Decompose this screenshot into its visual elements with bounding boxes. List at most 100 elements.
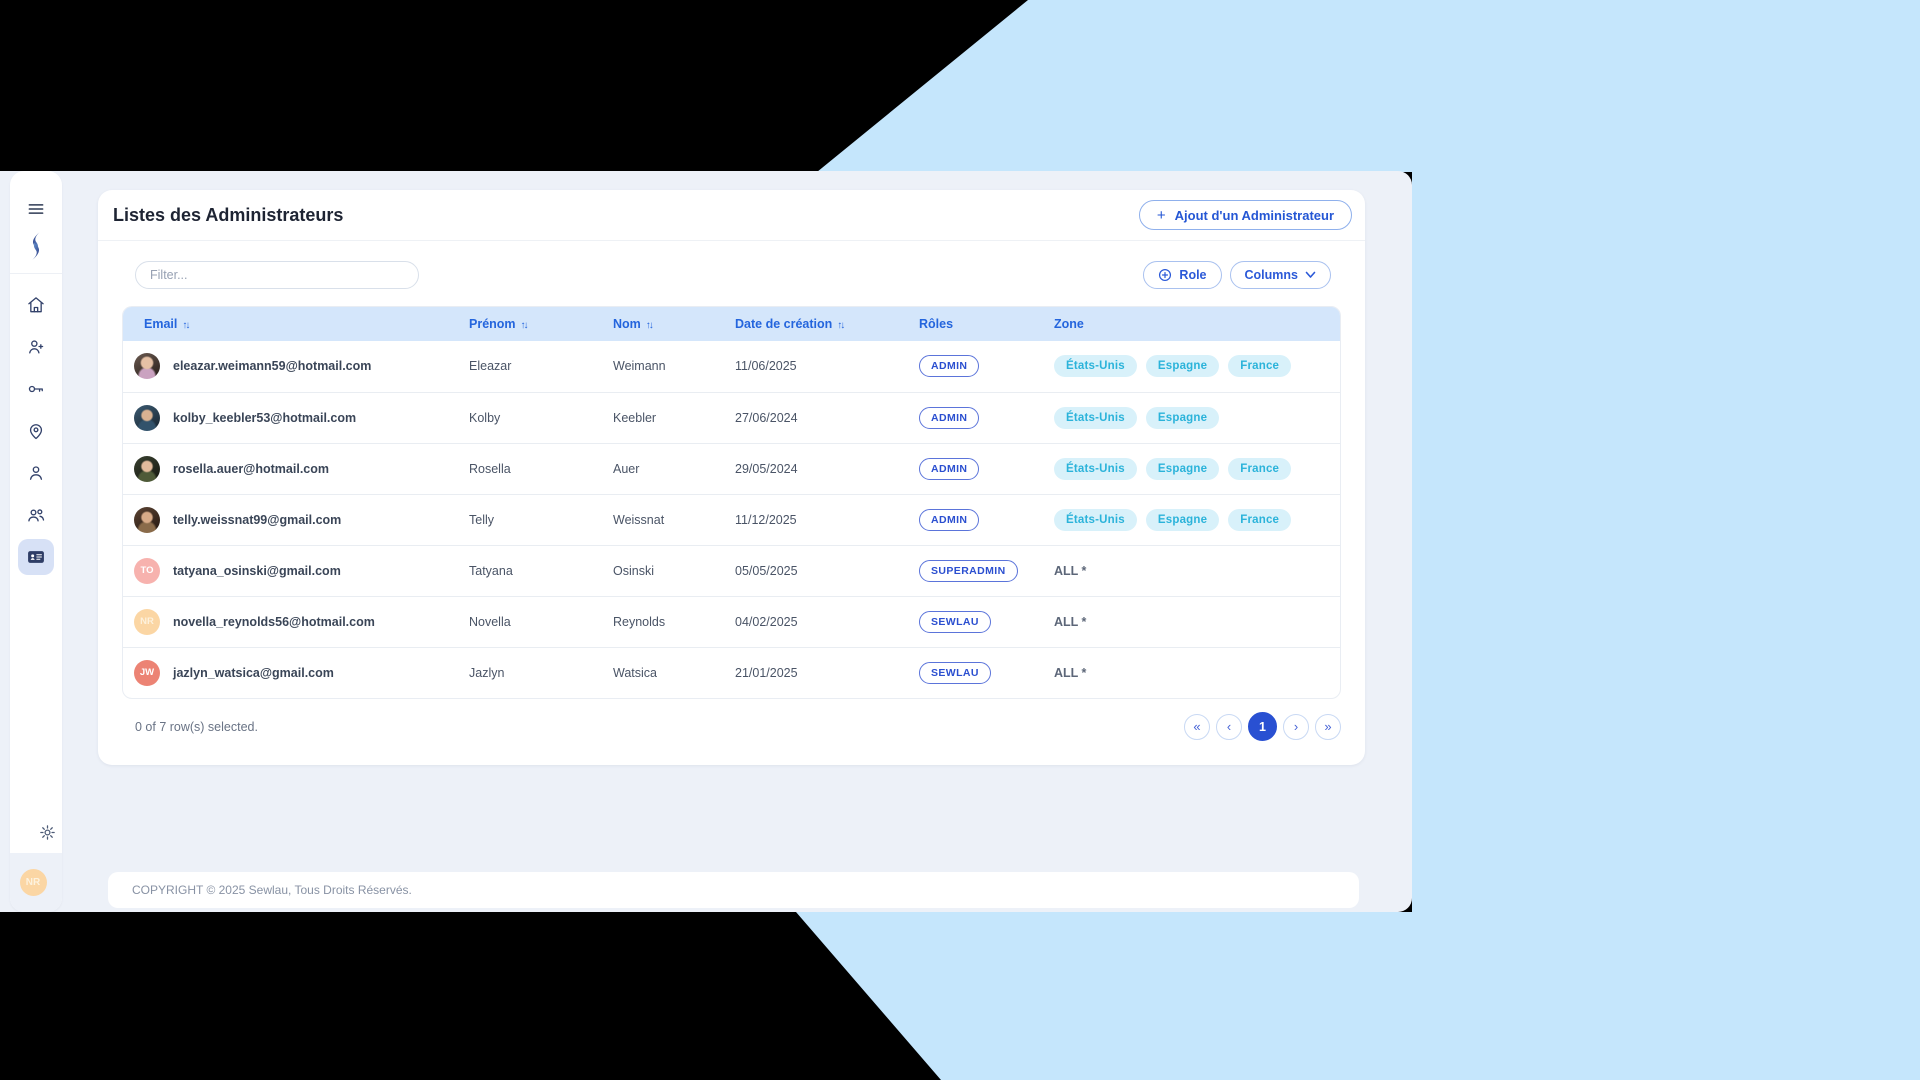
role-filter-label: Role bbox=[1179, 268, 1207, 282]
table-body: eleazar.weimann59@hotmail.com Eleazar We… bbox=[123, 341, 1340, 698]
zone-badge: États-Unis bbox=[1054, 406, 1137, 429]
menu-icon[interactable] bbox=[18, 197, 54, 221]
sidebar-item-profile[interactable] bbox=[18, 455, 54, 491]
table-row[interactable]: kolby_keebler53@hotmail.com Kolby Keeble… bbox=[123, 392, 1340, 444]
zone-all-label: ALL * bbox=[1054, 665, 1087, 680]
sidebar-item-add-user[interactable] bbox=[18, 329, 54, 365]
plus-circle-icon bbox=[1159, 268, 1172, 282]
sidebar-item-locations[interactable] bbox=[18, 413, 54, 449]
zone-all-label: ALL * bbox=[1054, 563, 1087, 578]
card-header: Listes des Administrateurs + Ajout d'un … bbox=[98, 190, 1365, 241]
nom-cell: Watsica bbox=[613, 665, 657, 680]
pagination-page-1[interactable]: 1 bbox=[1248, 712, 1277, 741]
zone-badge: Espagne bbox=[1145, 508, 1220, 531]
role-badge: ADMIN bbox=[919, 355, 980, 378]
prenom-cell: Eleazar bbox=[459, 341, 603, 393]
zone-cell: ALL * bbox=[1044, 596, 1340, 648]
column-header-pr-nom[interactable]: Prénom ↑↓ bbox=[459, 307, 603, 341]
role-filter-button[interactable]: Role bbox=[1143, 261, 1222, 289]
user-plus-icon bbox=[29, 340, 44, 354]
email-cell: novella_reynolds56@hotmail.com bbox=[173, 614, 375, 629]
pagination-last-button[interactable]: » bbox=[1315, 713, 1341, 740]
avatar-photo bbox=[134, 353, 160, 380]
filter-input[interactable] bbox=[135, 261, 419, 289]
sidebar: NR bbox=[10, 171, 62, 912]
zone-badge: Espagne bbox=[1145, 457, 1220, 480]
pagination-first-button[interactable]: « bbox=[1184, 713, 1210, 740]
zone-badge: France bbox=[1228, 457, 1292, 480]
column-header-nom[interactable]: Nom ↑↓ bbox=[603, 307, 725, 341]
sidebar-divider bbox=[10, 273, 62, 274]
avatar-photo bbox=[134, 506, 160, 533]
avatar-initials: TO bbox=[134, 557, 160, 584]
sort-icon[interactable]: ↑↓ bbox=[182, 320, 190, 331]
zone-badge: Espagne bbox=[1145, 355, 1220, 378]
sidebar-item-home[interactable] bbox=[18, 287, 54, 323]
add-admin-button[interactable]: + Ajout d'un Administrateur bbox=[1138, 200, 1352, 230]
zone-cell: États-Unis Espagne France bbox=[1044, 443, 1340, 495]
admin-table: Email ↑↓ Prénom ↑↓ Nom ↑↓ Date de création ↑↓ Rô… bbox=[122, 306, 1341, 699]
sidebar-item-teams[interactable] bbox=[18, 497, 54, 533]
page-title: Listes des Administrateurs bbox=[113, 204, 344, 225]
table-row[interactable]: NR novella_reynolds56@hotmail.com Novell… bbox=[123, 596, 1340, 648]
prenom-cell: Tatyana bbox=[459, 545, 603, 597]
email-cell: jazlyn_watsica@gmail.com bbox=[173, 665, 334, 680]
email-cell: rosella.auer@hotmail.com bbox=[173, 461, 329, 476]
column-header-email[interactable]: Email ↑↓ bbox=[123, 307, 459, 341]
avatar-photo bbox=[134, 455, 160, 482]
table-header-row: Email ↑↓ Prénom ↑↓ Nom ↑↓ Date de création ↑↓ Rô… bbox=[123, 307, 1340, 341]
role-badge: SUPERADMIN bbox=[919, 559, 1018, 582]
pagination-prev-button[interactable]: ‹ bbox=[1216, 713, 1242, 740]
prenom-cell: Jazlyn bbox=[469, 665, 505, 680]
table-row[interactable]: JW jazlyn_watsica@gmail.com Jazlyn Watsi… bbox=[123, 647, 1340, 698]
zone-cell: ALL * bbox=[1044, 545, 1340, 597]
selection-status: 0 of 7 row(s) selected. bbox=[135, 719, 258, 734]
zone-badge: États-Unis bbox=[1054, 508, 1137, 531]
date-cell: 11/06/2025 bbox=[725, 341, 909, 393]
prenom-cell: Novella bbox=[459, 596, 603, 648]
column-header-date-de-cr-ation[interactable]: Date de création ↑↓ bbox=[725, 307, 909, 341]
user-icon bbox=[29, 466, 43, 480]
sort-icon[interactable]: ↑↓ bbox=[645, 320, 654, 331]
settings-gear-icon[interactable] bbox=[39, 824, 56, 841]
table-row[interactable]: rosella.auer@hotmail.com Rosella Auer 29… bbox=[123, 443, 1340, 495]
chevron-down-icon bbox=[1305, 271, 1316, 278]
table-controls: Role Columns bbox=[98, 241, 1365, 289]
date-cell: 04/02/2025 bbox=[725, 596, 909, 648]
sort-icon[interactable]: ↑↓ bbox=[837, 320, 845, 331]
email-cell: telly.weissnat99@gmail.com bbox=[173, 512, 342, 527]
id-card-icon bbox=[28, 551, 44, 563]
nom-cell: Weissnat bbox=[603, 494, 725, 546]
prenom-cell: Telly bbox=[459, 494, 603, 546]
nom-cell: Keebler bbox=[603, 392, 725, 444]
table-row[interactable]: eleazar.weimann59@hotmail.com Eleazar We… bbox=[123, 341, 1340, 393]
app-window: NR Listes des Administrateurs + Ajout d'… bbox=[0, 171, 1412, 912]
date-cell: 11/12/2025 bbox=[725, 494, 909, 546]
avatar-initials: NR bbox=[134, 608, 160, 635]
table-row[interactable]: telly.weissnat99@gmail.com Telly Weissna… bbox=[123, 494, 1340, 546]
home-icon bbox=[28, 297, 44, 313]
date-cell: 21/01/2025 bbox=[735, 665, 798, 680]
users-icon bbox=[28, 509, 45, 522]
role-badge: ADMIN bbox=[919, 457, 980, 480]
map-pin-icon bbox=[29, 424, 43, 440]
sidebar-item-administrators[interactable] bbox=[18, 539, 54, 575]
columns-button[interactable]: Columns bbox=[1229, 261, 1331, 289]
nom-cell: Osinski bbox=[603, 545, 725, 597]
column-header-zone: Zone bbox=[1044, 307, 1340, 341]
role-badge: ADMIN bbox=[919, 508, 980, 531]
sort-icon[interactable]: ↑↓ bbox=[520, 320, 529, 331]
sidebar-item-access-keys[interactable] bbox=[18, 371, 54, 407]
zone-badge: France bbox=[1228, 355, 1292, 378]
date-cell: 05/05/2025 bbox=[725, 545, 909, 597]
zone-badge: États-Unis bbox=[1054, 355, 1137, 378]
prenom-cell: Kolby bbox=[459, 392, 603, 444]
role-badge: ADMIN bbox=[919, 406, 980, 429]
avatar-initials: JW bbox=[134, 659, 160, 686]
table-row[interactable]: TO tatyana_osinski@gmail.com Tatyana Osi… bbox=[123, 545, 1340, 597]
email-cell: tatyana_osinski@gmail.com bbox=[173, 563, 341, 578]
zone-badge: Espagne bbox=[1145, 406, 1220, 429]
pagination-next-button[interactable]: › bbox=[1283, 713, 1309, 740]
current-user-avatar[interactable]: NR bbox=[19, 869, 47, 896]
zone-cell: États-Unis Espagne France bbox=[1044, 494, 1340, 546]
